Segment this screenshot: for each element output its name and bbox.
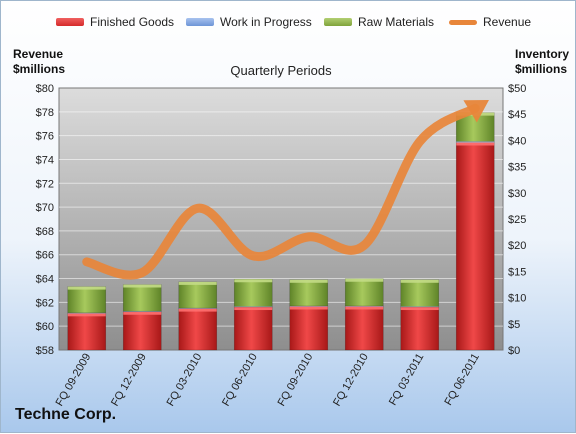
bar-finished-goods-top (456, 142, 495, 146)
category-label: FQ 03-2010 (165, 352, 205, 409)
right-axis-title-line1: Inventory (515, 47, 570, 61)
bar-finished-goods-top (400, 307, 439, 311)
left-tick-label: $78 (36, 107, 54, 119)
revenue-line (82, 103, 480, 280)
right-tick-label: $10 (508, 293, 526, 305)
bar-raw-materials (344, 278, 384, 307)
bar-work-in-progress-top (456, 141, 495, 143)
left-axis-title-line1: Revenue (13, 47, 64, 61)
right-axis-title: Inventory $millions (515, 47, 569, 77)
legend-label-finished-goods: Finished Goods (90, 15, 175, 29)
bar-work-in-progress-top (289, 305, 328, 307)
legend-revenue: Revenue (449, 15, 531, 29)
bar-work-in-progress-top (67, 312, 106, 314)
left-axis-title-line2: $millions (13, 62, 66, 76)
right-tick-label: $15 (508, 266, 526, 278)
bar-raw-materials (233, 278, 273, 307)
legend-work-in-progress: Work in Progress (186, 15, 312, 29)
left-tick-label: $74 (36, 154, 54, 166)
right-tick-label: $25 (508, 214, 526, 226)
bar-raw-materials (122, 284, 162, 312)
bar-raw-materials-top (178, 281, 217, 285)
bar-raw-materials (178, 281, 218, 309)
legend: Finished Goods Work in Progress Raw Mate… (1, 15, 576, 33)
right-tick-label: $30 (508, 188, 526, 200)
bar-finished-goods (178, 308, 218, 351)
right-tick-label: $0 (508, 345, 520, 357)
bar-raw-materials-top (400, 279, 439, 283)
bar-finished-goods (289, 306, 329, 351)
left-tick-label: $58 (36, 345, 54, 357)
left-axis-title: Revenue $millions (13, 47, 65, 77)
bar-raw-materials-top (289, 279, 328, 283)
company-name: Techne Corp. (15, 406, 117, 423)
left-tick-label: $68 (36, 226, 54, 238)
bar-finished-goods-top (234, 307, 273, 311)
right-axis-title-line2: $millions (515, 62, 568, 76)
left-tick-label: $64 (36, 274, 54, 286)
bar-work-in-progress-top (123, 311, 162, 312)
left-tick-label: $60 (36, 321, 54, 333)
category-label: FQ 09-2009 (54, 352, 94, 409)
left-tick-label: $62 (36, 297, 54, 309)
revenue-arrowhead (463, 100, 489, 123)
bar-raw-materials-top (123, 284, 162, 288)
left-tick-label: $66 (36, 250, 54, 262)
legend-swatch-finished-goods (56, 18, 84, 26)
legend-swatch-raw-materials (324, 18, 352, 26)
left-tick-label: $72 (36, 178, 54, 190)
category-label: FQ 09-2010 (276, 352, 316, 409)
bar-finished-goods-top (67, 313, 106, 317)
bar-raw-materials (289, 279, 329, 307)
bar-finished-goods (67, 313, 107, 351)
category-label: FQ 03-2011 (387, 352, 426, 408)
bar-finished-goods-top (345, 306, 384, 310)
bar-finished-goods-top (178, 308, 217, 312)
legend-swatch-work-in-progress (186, 18, 214, 26)
right-tick-label: $5 (508, 319, 520, 331)
left-tick-label: $70 (36, 202, 54, 214)
right-tick-label: $40 (508, 135, 526, 147)
right-tick-label: $45 (508, 109, 526, 121)
legend-label-raw-materials: Raw Materials (358, 15, 435, 29)
category-label: FQ 06-2011 (443, 352, 482, 408)
category-label: FQ 12-2010 (331, 352, 371, 409)
bar-finished-goods-top (289, 306, 328, 310)
legend-finished-goods: Finished Goods (56, 15, 174, 29)
bar-finished-goods (344, 306, 384, 351)
bar-raw-materials (67, 286, 107, 314)
left-tick-label: $80 (36, 83, 54, 95)
bar-finished-goods-top (123, 311, 162, 315)
bar-raw-materials-top (345, 278, 384, 282)
bar-finished-goods (233, 306, 273, 351)
legend-swatch-revenue (449, 19, 477, 25)
category-label: FQ 12-2009 (109, 352, 149, 409)
bar-work-in-progress-top (234, 306, 273, 308)
bar-finished-goods (400, 306, 440, 351)
bar-work-in-progress-top (345, 305, 384, 307)
legend-label-work-in-progress: Work in Progress (220, 15, 312, 29)
bar-finished-goods (455, 142, 495, 351)
right-tick-label: $35 (508, 162, 526, 174)
bar-work-in-progress-top (178, 308, 217, 309)
bar-finished-goods (122, 311, 162, 351)
bar-raw-materials-top (67, 286, 106, 290)
right-tick-label: $20 (508, 240, 526, 252)
right-tick-label: $50 (508, 83, 526, 95)
category-label: FQ 06-2010 (220, 352, 260, 409)
legend-label-revenue: Revenue (483, 15, 532, 29)
legend-raw-materials: Raw Materials (324, 15, 434, 29)
chart-title: Quarterly Periods (230, 63, 332, 78)
left-tick-label: $76 (36, 131, 54, 143)
bar-raw-materials-top (234, 279, 273, 283)
bar-raw-materials (400, 279, 440, 307)
bar-work-in-progress-top (400, 306, 439, 308)
